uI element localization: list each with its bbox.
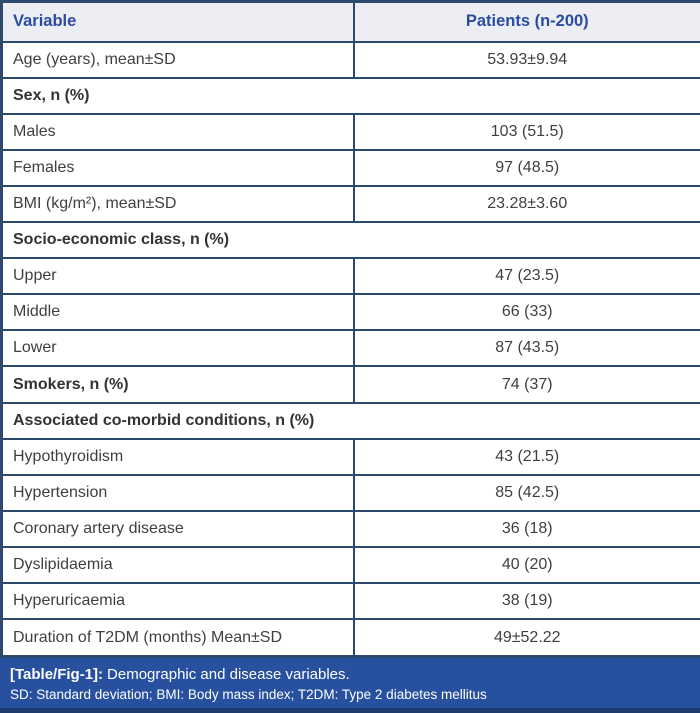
value-cell: 43 (21.5) <box>352 437 700 476</box>
table-row: Age (years), mean±SD 53.93±9.94 <box>0 40 700 79</box>
table-row: Duration of T2DM (months) Mean±SD 49±52.2… <box>0 618 700 658</box>
section-label: Associated co-morbid conditions, n (%) <box>0 401 700 440</box>
caption-line: [Table/Fig-1]: Demographic and disease va… <box>10 665 690 685</box>
table-row: Lower 87 (43.5) <box>0 329 700 368</box>
table-row: Coronary artery disease 36 (18) <box>0 509 700 549</box>
value-cell: 97 (48.5) <box>352 148 700 187</box>
variable-cell: BMI (kg/m²), mean±SD <box>0 184 355 224</box>
variable-cell: Smokers, n (%) <box>0 365 355 404</box>
column-header-patients: Patients (n-200) <box>352 0 700 43</box>
value-cell: 36 (18) <box>352 509 700 549</box>
variable-cell: Dyslipidaemia <box>0 546 355 585</box>
variable-cell: Coronary artery disease <box>0 509 355 549</box>
value-cell: 87 (43.5) <box>352 329 700 368</box>
table-row: Females 97 (48.5) <box>0 148 700 187</box>
variable-cell: Hypothyroidism <box>0 437 355 476</box>
table-row: Smokers, n (%) 74 (37) <box>0 365 700 404</box>
table-row: Hypertension 85 (42.5) <box>0 473 700 512</box>
variable-cell: Males <box>0 112 355 151</box>
column-header-variable: Variable <box>0 0 355 43</box>
caption-title: Demographic and disease variables. <box>107 666 350 683</box>
value-cell: 23.28±3.60 <box>352 184 700 224</box>
variable-cell: Hyperuricaemia <box>0 582 355 621</box>
demographics-table: Variable Patients (n-200) Age (years), m… <box>0 0 700 658</box>
value-cell: 74 (37) <box>352 365 700 404</box>
value-cell: 103 (51.5) <box>352 112 700 151</box>
section-row: Socio-economic class, n (%) <box>0 221 700 260</box>
header-row: Variable Patients (n-200) <box>0 0 700 43</box>
table-row: BMI (kg/m²), mean±SD 23.28±3.60 <box>0 184 700 224</box>
section-label: Socio-economic class, n (%) <box>0 221 700 260</box>
variable-cell: Hypertension <box>0 473 355 512</box>
value-cell: 38 (19) <box>352 582 700 621</box>
table-row: Middle 66 (33) <box>0 293 700 332</box>
variable-cell: Females <box>0 148 355 187</box>
value-cell: 85 (42.5) <box>352 473 700 512</box>
table-row: Hypothyroidism 43 (21.5) <box>0 437 700 476</box>
value-cell: 40 (20) <box>352 546 700 585</box>
section-label: Sex, n (%) <box>0 76 700 115</box>
value-cell: 66 (33) <box>352 293 700 332</box>
value-cell: 47 (23.5) <box>352 257 700 296</box>
table-row: Males 103 (51.5) <box>0 112 700 151</box>
table-row: Hyperuricaemia 38 (19) <box>0 582 700 621</box>
caption-tag: [Table/Fig-1]: <box>10 666 104 683</box>
table-caption: [Table/Fig-1]: Demographic and disease va… <box>0 658 700 713</box>
value-cell: 53.93±9.94 <box>352 40 700 79</box>
section-row: Sex, n (%) <box>0 76 700 115</box>
table-row: Upper 47 (23.5) <box>0 257 700 296</box>
table-body: Age (years), mean±SD 53.93±9.94 Sex, n (%)… <box>0 40 700 658</box>
variable-cell: Duration of T2DM (months) Mean±SD <box>0 618 355 658</box>
table-header: Variable Patients (n-200) <box>0 0 700 43</box>
variable-cell: Age (years), mean±SD <box>0 40 355 79</box>
table-row: Dyslipidaemia 40 (20) <box>0 546 700 585</box>
section-row: Associated co-morbid conditions, n (%) <box>0 401 700 440</box>
variable-cell: Upper <box>0 257 355 296</box>
variable-cell: Lower <box>0 329 355 368</box>
caption-abbreviations: SD: Standard deviation; BMI: Body mass i… <box>10 687 487 703</box>
variable-cell: Middle <box>0 293 355 332</box>
value-cell: 49±52.22 <box>352 618 700 658</box>
